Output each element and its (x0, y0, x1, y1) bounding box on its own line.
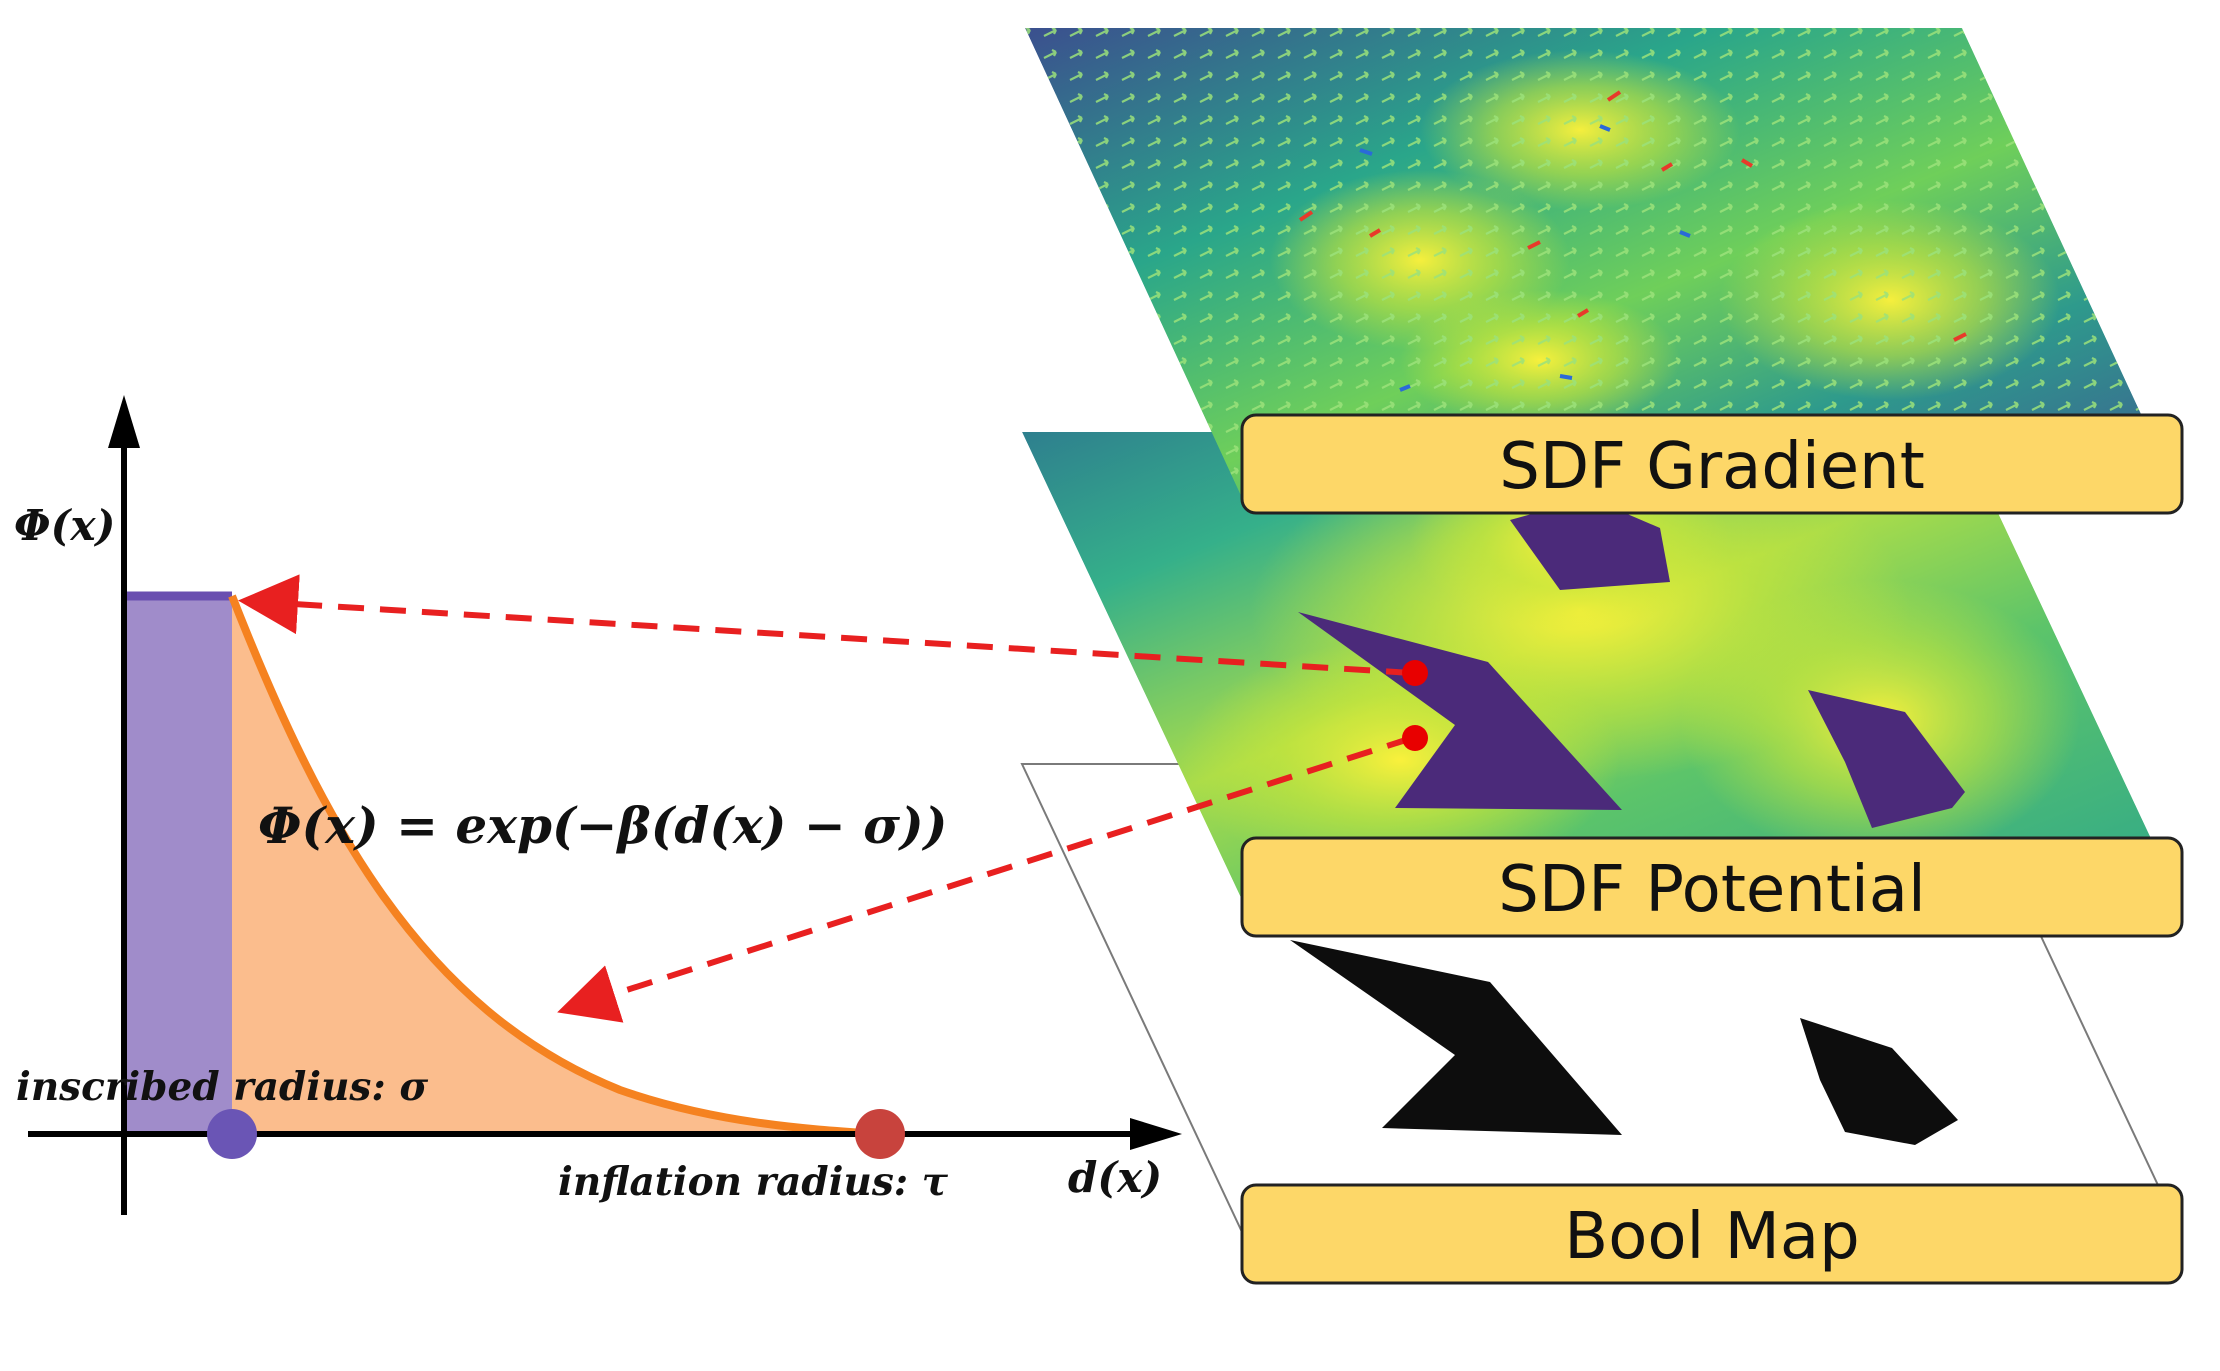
potential-plot: Φ(x) d(x) Φ(x) = exp(−β(d(x) − σ)) inscr… (14, 395, 1182, 1215)
arrow-to-decay (557, 735, 1413, 1023)
formula-text: Φ(x) = exp(−β(d(x) − σ)) (258, 796, 947, 855)
y-axis-arrowhead (108, 395, 140, 448)
decay-curve (228, 594, 881, 1138)
sdf-potential-text: SDF Potential (1498, 853, 1925, 927)
obstacle-chevron-sdf (1298, 612, 1622, 810)
label-sdf-gradient: SDF Gradient (1240, 413, 2184, 515)
x-axis-label: d(x) (1068, 1153, 1162, 1202)
inscribed-radius-label: inscribed radius: σ (16, 1064, 428, 1110)
sample-point-inside (1402, 660, 1428, 686)
mapping-arrows (238, 574, 1428, 1023)
inscribed-region (124, 596, 232, 1134)
obstacle-chevron-bool (1290, 940, 1622, 1135)
obstacle-hexagon-sdf (1808, 690, 1965, 828)
x-axis-arrowhead (1130, 1118, 1182, 1150)
inscribed-marker (207, 1109, 257, 1159)
obstacle-pentagon-sdf (1510, 498, 1670, 590)
bool-map-text: Bool Map (1564, 1200, 1859, 1274)
inflation-marker (855, 1109, 905, 1159)
inflation-radius-label: inflation radius: τ (558, 1159, 949, 1205)
sdf-gradient-layer (1025, 28, 2180, 498)
gradient-arrows-red (1298, 90, 1967, 342)
sdf-gradient-text: SDF Gradient (1499, 430, 1925, 504)
gradient-arrows-blue (1359, 124, 1691, 392)
y-axis-label: Φ(x) (14, 501, 115, 550)
obstacle-hexagon-bool (1800, 1018, 1958, 1145)
label-bool-map: Bool Map (1240, 1183, 2184, 1285)
sample-point-near (1402, 725, 1428, 751)
inflation-region (232, 596, 880, 1134)
label-sdf-potential: SDF Potential (1240, 836, 2184, 938)
arrow-to-inscribed (238, 574, 1413, 676)
